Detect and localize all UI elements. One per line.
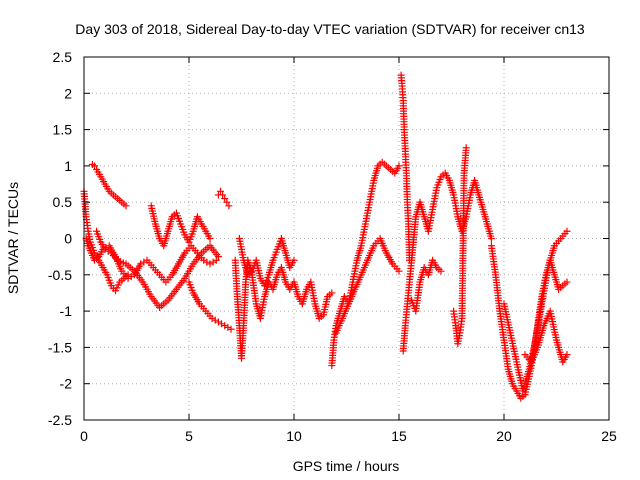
data-point [227, 325, 235, 333]
data-point [328, 289, 336, 297]
data-point [214, 253, 222, 261]
series-trace-k [332, 235, 403, 337]
data-point [224, 323, 232, 331]
data-point [290, 256, 298, 264]
series-trace-d [93, 227, 222, 311]
data-point [395, 162, 403, 170]
series-trace-f [185, 278, 235, 333]
data-point [209, 258, 217, 266]
y-tick-label: 2 [64, 85, 72, 101]
data-point [206, 260, 214, 268]
series-trace-q [500, 227, 571, 395]
y-tick-label: -1.5 [48, 339, 72, 355]
data-point [221, 322, 229, 330]
data-point [140, 258, 148, 266]
data-point [214, 318, 222, 326]
series-trace-e [147, 202, 214, 250]
series-trace-h [231, 256, 336, 362]
data-point [122, 202, 130, 210]
x-axis-label: GPS time / hours [293, 458, 400, 474]
data-point [563, 351, 571, 359]
series-trace-c [88, 160, 130, 210]
axis-ticks: 0 5 10 15 20 25 -2.5 -2 -1.5 -1 -0.5 0 0.5 1 1.5 2 2.5 [48, 49, 617, 444]
data-point [437, 267, 445, 275]
y-tick-label: 1.5 [53, 122, 73, 138]
series-trace-r [521, 307, 571, 366]
data-point [563, 278, 571, 286]
series-trace-o [450, 144, 470, 348]
data-points [80, 71, 571, 402]
data-point [91, 162, 98, 170]
series-trace-i [235, 235, 298, 290]
x-tick-label: 15 [391, 428, 407, 444]
y-tick-label: -0.5 [48, 267, 72, 283]
series-trace-m [399, 169, 495, 355]
y-axis-label: SDTVAR / TECUs [5, 182, 21, 294]
x-tick-label: 25 [601, 428, 617, 444]
y-tick-label: -2 [60, 376, 73, 392]
plot-frame [83, 56, 610, 421]
y-tick-label: 0.5 [53, 194, 73, 210]
x-tick-label: 0 [80, 428, 88, 444]
series-trace-p [487, 242, 571, 402]
y-tick-label: 0 [64, 231, 72, 247]
data-point [217, 187, 224, 195]
data-point [127, 273, 135, 281]
x-tick-label: 20 [496, 428, 512, 444]
x-tick-label: 10 [286, 428, 302, 444]
data-point [462, 144, 470, 152]
data-point [203, 258, 211, 266]
grid-lines [84, 57, 609, 420]
data-point [563, 227, 571, 235]
data-point [219, 191, 227, 199]
data-point [223, 198, 231, 206]
data-point [487, 235, 495, 242]
y-tick-label: -2.5 [48, 412, 72, 428]
data-point [225, 202, 233, 210]
chart-title: Day 303 of 2018, Sidereal Day-to-day VTE… [75, 21, 585, 37]
data-point [218, 320, 226, 328]
x-tick-label: 5 [185, 428, 193, 444]
y-tick-label: -1 [60, 303, 73, 319]
data-point [395, 267, 403, 275]
data-point [211, 316, 219, 324]
y-tick-label: 1 [64, 158, 72, 174]
series-trace-n [408, 256, 445, 315]
y-tick-label: 2.5 [53, 49, 73, 65]
data-point [206, 235, 214, 242]
series-trace-g [214, 187, 233, 210]
series-trace-b [82, 235, 220, 286]
data-point [221, 195, 229, 203]
